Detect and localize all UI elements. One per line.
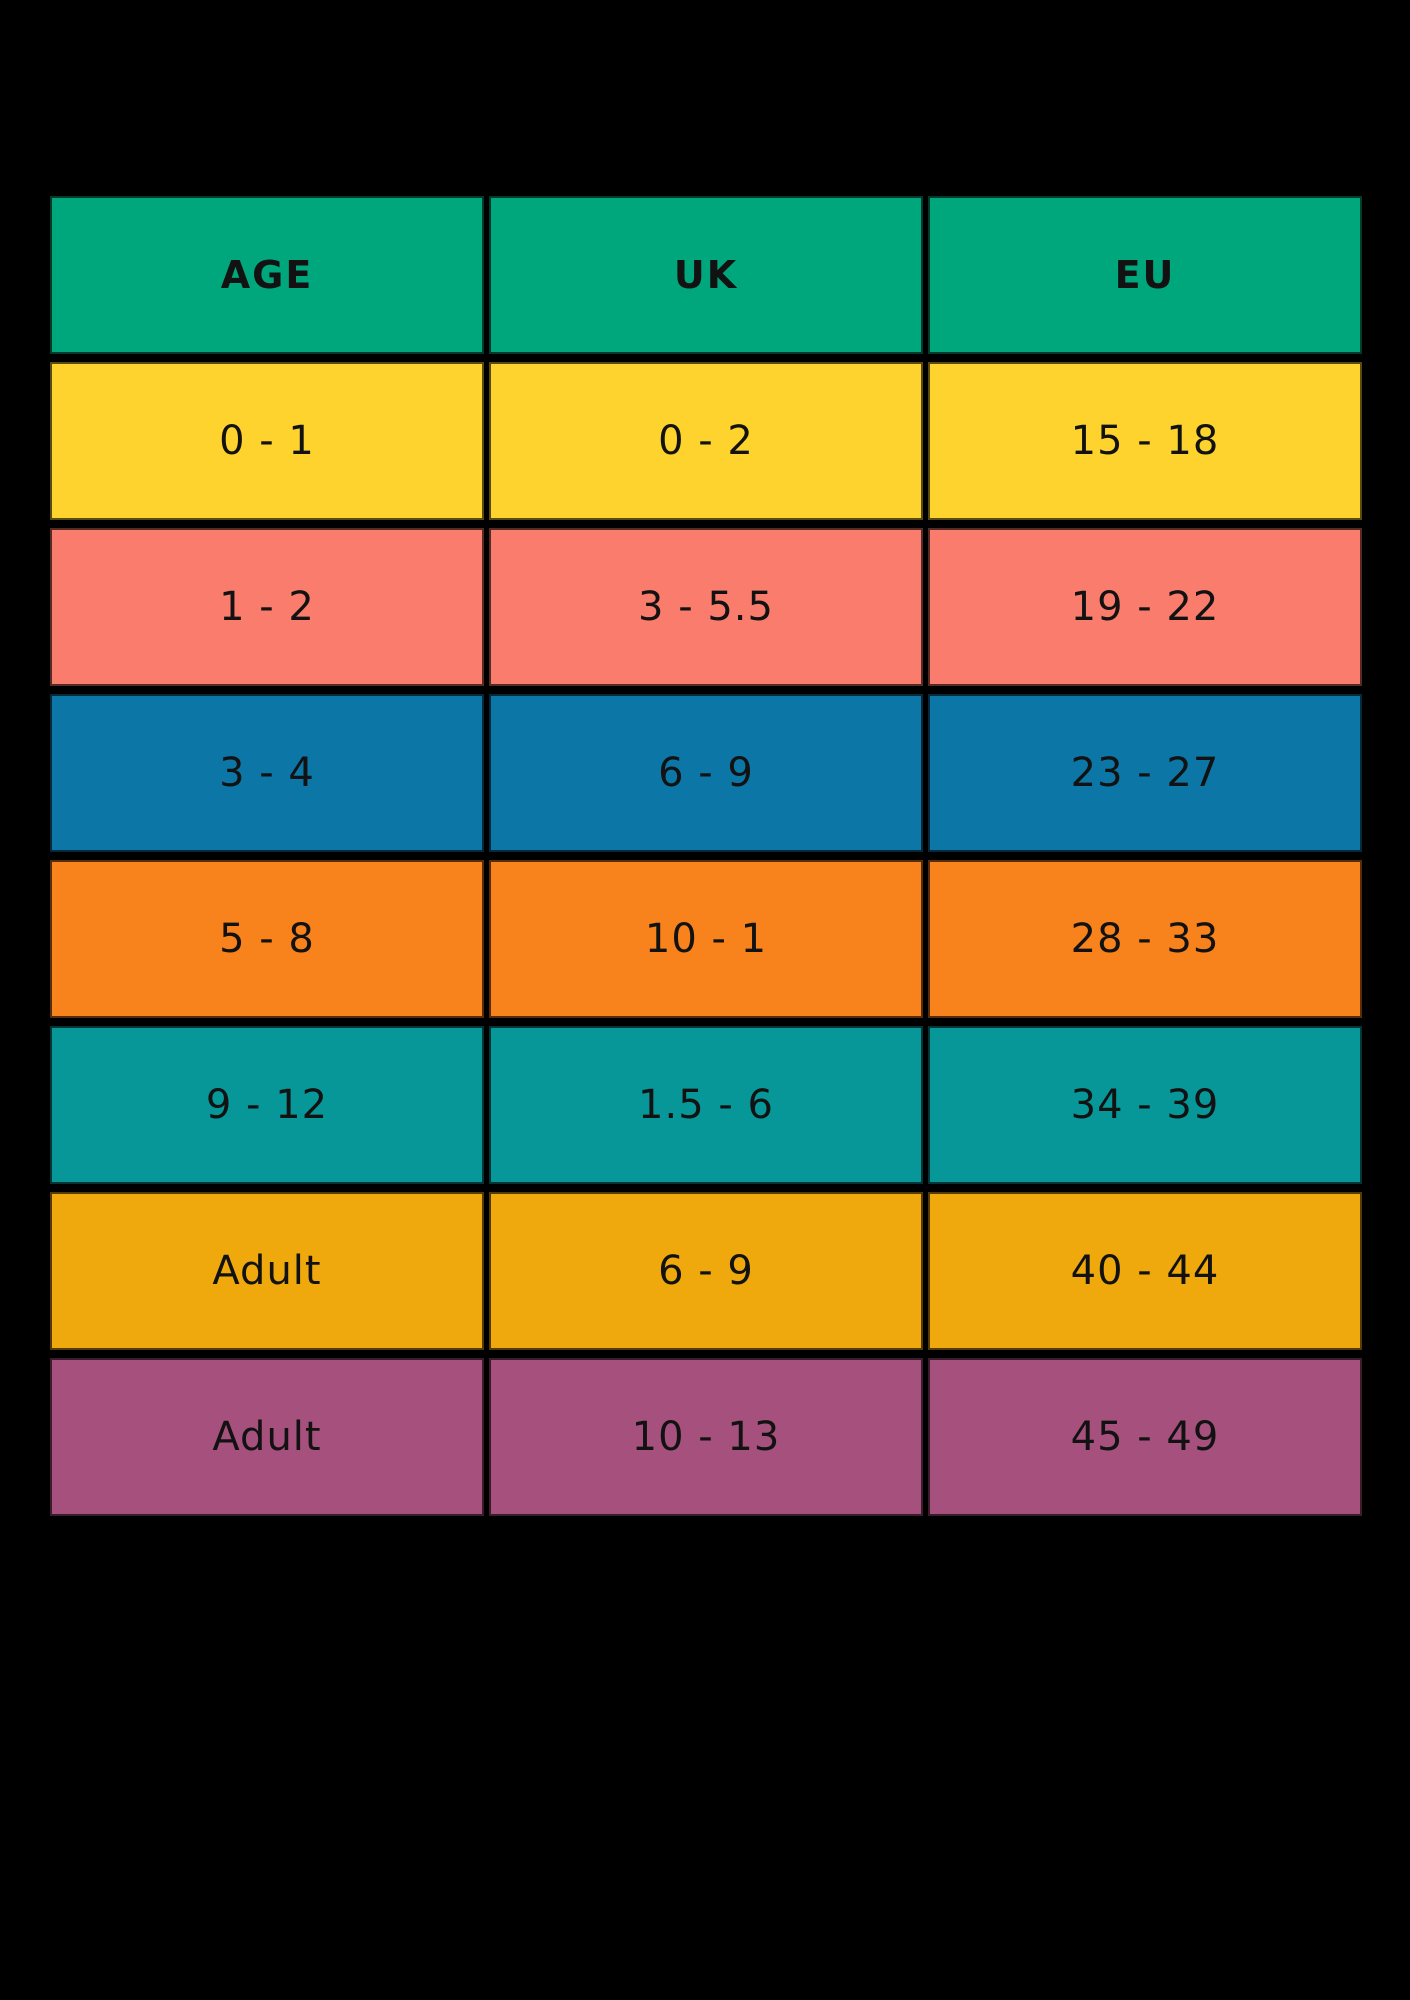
table-cell-eu-row7: 45 - 49 [928, 1358, 1362, 1516]
table-cell-uk-row7: 10 - 13 [489, 1358, 923, 1516]
table-cell-uk-row6: 6 - 9 [489, 1192, 923, 1350]
table-cell-uk-row1: 0 - 2 [489, 362, 923, 520]
header-cell-uk: UK [489, 196, 923, 354]
table-cell-eu-row5: 34 - 39 [928, 1026, 1362, 1184]
table-cell-age-row7: Adult [50, 1358, 484, 1516]
table-cell-eu-row2: 19 - 22 [928, 528, 1362, 686]
table-cell-uk-row2: 3 - 5.5 [489, 528, 923, 686]
table-cell-age-row2: 1 - 2 [50, 528, 484, 686]
table-cell-age-row1: 0 - 1 [50, 362, 484, 520]
table-cell-uk-row3: 6 - 9 [489, 694, 923, 852]
header-cell-eu: EU [928, 196, 1362, 354]
table-cell-age-row4: 5 - 8 [50, 860, 484, 1018]
header-cell-age: AGE [50, 196, 484, 354]
table-cell-eu-row6: 40 - 44 [928, 1192, 1362, 1350]
table-cell-eu-row4: 28 - 33 [928, 860, 1362, 1018]
table-cell-age-row6: Adult [50, 1192, 484, 1350]
table-cell-age-row5: 9 - 12 [50, 1026, 484, 1184]
table-cell-eu-row1: 15 - 18 [928, 362, 1362, 520]
table-cell-age-row3: 3 - 4 [50, 694, 484, 852]
table-cell-uk-row5: 1.5 - 6 [489, 1026, 923, 1184]
table-cell-uk-row4: 10 - 1 [489, 860, 923, 1018]
table-cell-eu-row3: 23 - 27 [928, 694, 1362, 852]
